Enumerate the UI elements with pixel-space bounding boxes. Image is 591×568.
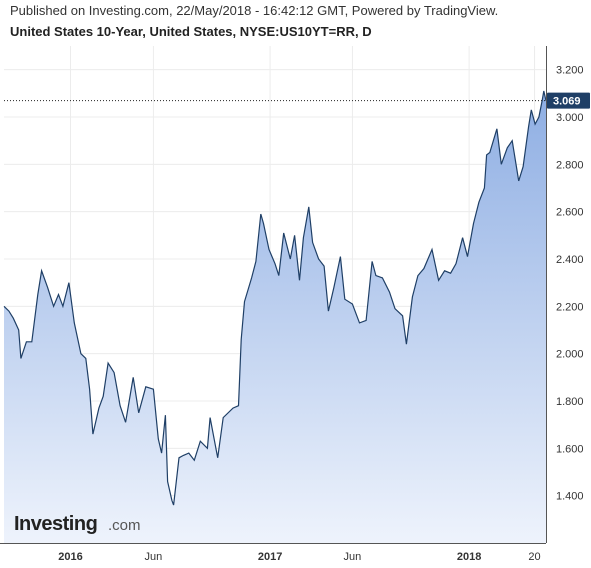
series-line — [3, 90, 547, 506]
x-tick-label: Jun — [344, 551, 362, 563]
y-tick-label: 1.800 — [556, 396, 584, 408]
published-info: Published on Investing.com, 22/May/2018 … — [10, 3, 499, 18]
y-tick-label: 1.600 — [556, 443, 584, 455]
y-tick-label: 2.800 — [556, 159, 584, 171]
x-tick-label: 2017 — [258, 551, 282, 563]
last-price-badge: 3.069 — [547, 92, 590, 109]
y-tick-label: 2.000 — [556, 349, 584, 361]
y-tick-label: 2.200 — [556, 301, 584, 313]
x-tick-label: Jun — [145, 551, 163, 563]
axes — [0, 46, 547, 544]
logo-suffix: .com — [108, 517, 141, 534]
series-area — [4, 91, 546, 543]
x-tick-label: 2016 — [58, 551, 82, 563]
x-tick-label: 20 — [528, 551, 540, 563]
symbol-title: United States 10-Year, United States, NY… — [10, 24, 372, 39]
y-tick-label: 2.600 — [556, 207, 584, 219]
investing-logo: Investing .com — [14, 513, 141, 535]
y-tick-label: 3.200 — [556, 65, 584, 77]
y-tick-label: 1.400 — [556, 491, 584, 503]
x-tick-label: 2018 — [457, 551, 481, 563]
y-tick-label: 3.000 — [556, 112, 584, 124]
logo-text: Investing — [14, 513, 97, 535]
last-price-label: 3.069 — [553, 96, 581, 108]
x-axis-ticks: 2016 Jun 2017 Jun 2018 20 — [58, 551, 540, 563]
y-axis-ticks: 1.400 1.600 1.800 2.000 2.200 2.400 2.600 2.800… — [556, 65, 584, 503]
y-tick-label: 2.400 — [556, 254, 584, 266]
